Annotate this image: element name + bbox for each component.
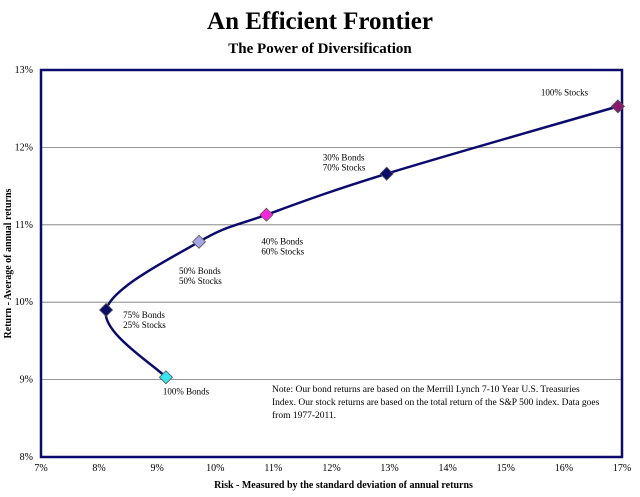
x-tick-label: 15%	[497, 463, 515, 474]
plot-area-border	[39, 68, 624, 459]
data-point-label: 70% Stocks	[323, 163, 366, 173]
y-tick-label: 9%	[20, 375, 33, 386]
x-axis-title: Risk - Measured by the standard deviatio…	[214, 480, 473, 491]
x-tick-label: 11%	[264, 463, 282, 474]
data-point-label: 25% Stocks	[123, 320, 166, 330]
y-tick-label: 11%	[15, 220, 33, 231]
data-point-label: 100% Stocks	[541, 87, 589, 97]
chart-title: An Efficient Frontier	[207, 8, 433, 35]
x-tick-label: 17%	[613, 463, 631, 474]
x-tick-label: 8%	[92, 463, 105, 474]
x-tick-label: 12%	[322, 463, 340, 474]
x-tick-label: 7%	[34, 463, 47, 474]
data-point-marker	[610, 99, 625, 114]
x-tick-label: 16%	[555, 463, 573, 474]
x-tick-label: 10%	[206, 463, 224, 474]
data-point-marker	[99, 302, 114, 318]
x-tick-label: 14%	[439, 463, 457, 474]
data-point-label: 75% Bonds	[123, 310, 165, 320]
data-point-label: 100% Bonds	[163, 386, 210, 396]
chart-subtitle: The Power of Diversification	[228, 41, 412, 57]
data-point-marker	[158, 370, 173, 385]
data-point-label: 30% Bonds	[323, 153, 365, 163]
y-tick-label: 10%	[15, 297, 33, 308]
x-tick-label: 13%	[380, 463, 398, 474]
data-point-marker	[191, 234, 207, 249]
y-tick-label: 8%	[20, 452, 33, 463]
y-axis-title: Return - Average of annual returns	[3, 188, 14, 338]
data-point-label: 40% Bonds	[261, 237, 303, 247]
chart-note: Note: Our bond returns are based on the …	[272, 385, 600, 421]
x-tick-label: 9%	[151, 463, 164, 474]
data-point-marker	[259, 207, 274, 222]
y-tick-label: 12%	[15, 142, 33, 153]
y-tick-label: 13%	[15, 65, 33, 76]
data-point-marker	[379, 166, 394, 181]
data-point-label: 50% Bonds	[179, 266, 221, 276]
data-point-label: 60% Stocks	[261, 247, 304, 257]
data-point-label: 50% Stocks	[179, 276, 222, 286]
